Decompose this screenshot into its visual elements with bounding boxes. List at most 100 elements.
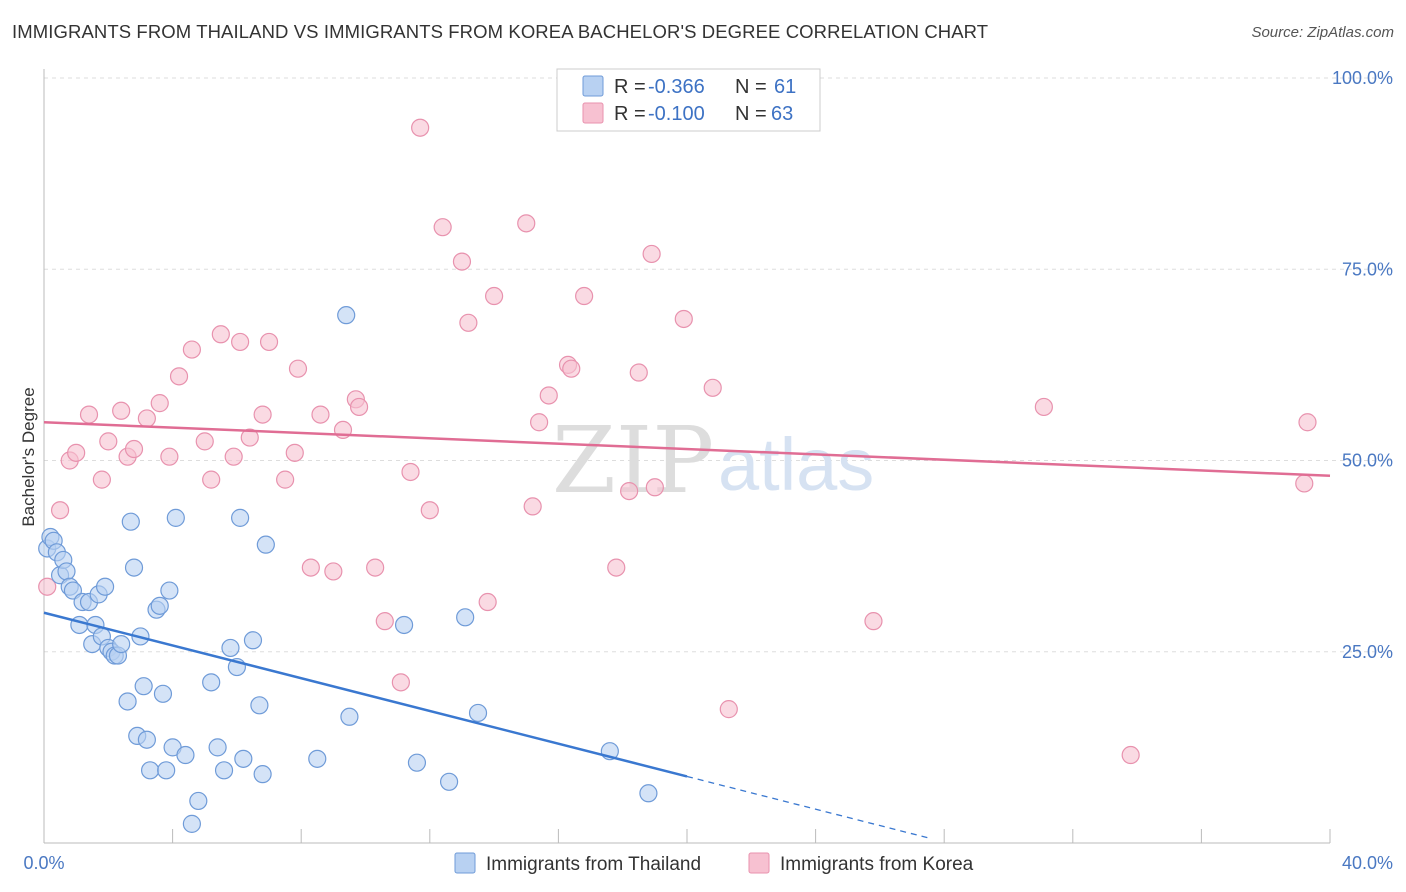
legend-r-value-korea: -0.100	[648, 103, 705, 125]
korea-point-48	[562, 359, 581, 378]
thailand-point-29	[140, 761, 160, 780]
watermark-atlas: atlas	[718, 423, 874, 506]
thailand-point-41	[208, 738, 227, 757]
korea-point-55	[674, 309, 693, 329]
korea-point-44	[523, 497, 542, 516]
korea-point-45	[530, 413, 549, 432]
korea-point-43	[517, 214, 536, 233]
korea-point-13	[169, 367, 189, 386]
korea-point-58	[864, 612, 883, 631]
thailand-point-28	[137, 730, 156, 749]
y-axis-label: Bachelor's Degree	[19, 387, 38, 526]
thailand-point-43	[221, 638, 240, 658]
korea-trend-line	[43, 421, 1331, 478]
korea-point-51	[620, 482, 639, 501]
y-tick-label-75: 75.0%	[1342, 259, 1393, 279]
thailand-point-24	[124, 558, 144, 577]
korea-point-28	[324, 562, 343, 581]
legend-n-label-korea: N =	[735, 103, 767, 125]
korea-point-9	[124, 439, 144, 459]
korea-points	[38, 118, 1317, 765]
korea-point-12	[160, 447, 179, 466]
korea-point-46	[539, 386, 558, 405]
thailand-point-51	[308, 749, 327, 768]
legend-r-label-thailand: R =	[614, 76, 646, 98]
legend-r-label-korea: R =	[614, 103, 646, 125]
source-credit: Source: ZipAtlas.com	[1251, 24, 1394, 41]
korea-point-56	[703, 378, 722, 397]
thailand-trend-extension	[686, 775, 932, 840]
thailand-point-27	[134, 677, 153, 696]
korea-point-14	[182, 340, 201, 359]
korea-point-16	[202, 470, 221, 489]
thailand-point-53	[340, 707, 359, 726]
thailand-point-32	[153, 684, 173, 703]
thailand-point-48	[250, 696, 269, 715]
thailand-point-34	[160, 581, 179, 600]
korea-point-32	[366, 558, 385, 577]
trend-lines	[43, 421, 1331, 840]
korea-point-7	[112, 401, 131, 420]
legend-korea-swatch	[748, 852, 770, 874]
korea-point-57	[719, 700, 738, 719]
thailand-trend-line	[43, 611, 688, 778]
thailand-point-56	[439, 772, 459, 791]
thailand-points	[38, 306, 658, 833]
korea-point-53	[642, 244, 661, 264]
korea-point-15	[195, 432, 214, 451]
watermark: ZIP atlas	[552, 407, 874, 514]
thailand-point-33	[157, 761, 176, 780]
thailand-point-52	[337, 306, 356, 325]
chart-title: IMMIGRANTS FROM THAILAND VS IMMIGRANTS F…	[12, 21, 989, 42]
thailand-point-42	[214, 761, 234, 780]
korea-swatch	[582, 102, 604, 124]
thailand-point-46	[234, 749, 253, 768]
thailand-point-45	[231, 508, 250, 527]
korea-point-42	[485, 286, 504, 306]
x-axis-ticks	[43, 829, 1331, 843]
legend-n-value-thailand: 61	[774, 76, 796, 98]
korea-point-61	[1295, 474, 1314, 493]
thailand-swatch	[582, 75, 604, 97]
korea-point-21	[253, 405, 272, 424]
korea-point-27	[311, 405, 330, 424]
gridlines	[44, 77, 1392, 653]
korea-point-22	[259, 332, 279, 352]
korea-point-3	[67, 443, 86, 462]
korea-point-39	[452, 252, 472, 271]
thailand-point-6	[57, 562, 76, 581]
korea-point-40	[459, 313, 478, 332]
korea-point-20	[240, 428, 259, 447]
korea-point-0	[38, 577, 57, 596]
korea-point-62	[1298, 413, 1317, 432]
korea-point-6	[99, 432, 118, 451]
thailand-point-21	[112, 634, 131, 654]
y-tick-label-50: 50.0%	[1342, 451, 1393, 471]
korea-point-54	[645, 478, 664, 497]
legend-r-value-thailand: -0.366	[648, 76, 705, 98]
y-axis-tick-labels: 25.0% 50.0% 75.0% 100.0%	[1332, 68, 1393, 662]
thailand-point-57	[456, 608, 475, 627]
korea-point-1	[50, 501, 70, 520]
thailand-point-58	[468, 703, 488, 723]
korea-point-60	[1121, 745, 1140, 765]
thailand-point-22	[118, 692, 137, 711]
legend-n-value-korea: 63	[771, 103, 793, 125]
korea-point-26	[301, 558, 320, 577]
thailand-point-60	[639, 784, 658, 803]
x-tick-label-max: 40.0%	[1342, 853, 1393, 873]
korea-point-38	[433, 218, 452, 237]
korea-point-23	[276, 470, 295, 489]
legend-thailand-label: Immigrants from Thailand	[486, 854, 701, 875]
x-tick-label-min: 0.0%	[23, 853, 64, 873]
korea-point-33	[375, 612, 394, 631]
legend-korea-label: Immigrants from Korea	[780, 854, 974, 875]
korea-point-24	[285, 443, 304, 462]
korea-point-59	[1034, 397, 1053, 417]
series-legend: Immigrants from Thailand Immigrants from…	[454, 852, 974, 875]
korea-point-41	[478, 592, 497, 612]
thailand-point-31	[150, 596, 169, 615]
thailand-point-49	[253, 765, 272, 784]
korea-point-52	[629, 363, 648, 382]
